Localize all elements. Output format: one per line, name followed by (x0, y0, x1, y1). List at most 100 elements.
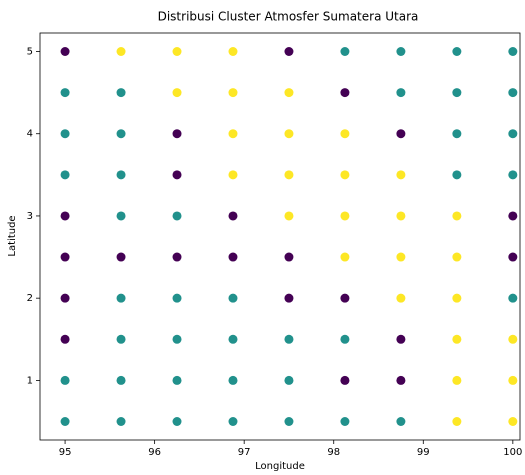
point (508, 252, 518, 262)
point (228, 129, 238, 139)
point (508, 129, 518, 139)
point (340, 375, 350, 385)
point (228, 211, 238, 221)
y-tick-label: 4 (27, 129, 33, 140)
point (508, 375, 518, 385)
point (396, 88, 406, 98)
point (396, 170, 406, 180)
point (284, 293, 294, 303)
point (172, 170, 182, 180)
point (340, 170, 350, 180)
point (340, 88, 350, 98)
point (172, 417, 182, 426)
point (228, 417, 238, 426)
point (508, 47, 518, 56)
point (396, 252, 406, 262)
point (116, 293, 126, 303)
point (116, 252, 126, 262)
point (284, 417, 294, 426)
point (172, 88, 182, 98)
point (396, 211, 406, 221)
point (228, 170, 238, 180)
point (60, 417, 70, 426)
point (452, 252, 462, 262)
point (60, 170, 70, 180)
point (60, 129, 70, 139)
point (116, 88, 126, 98)
x-tick-label: 100 (503, 447, 522, 458)
point (116, 417, 126, 426)
point (284, 129, 294, 139)
x-tick-label: 99 (417, 447, 430, 458)
point (60, 293, 70, 303)
point (116, 47, 126, 56)
point (116, 129, 126, 139)
point (172, 334, 182, 344)
x-axis-label: Longitude (255, 461, 305, 472)
x-tick-label: 98 (327, 447, 340, 458)
point (228, 47, 238, 56)
point (284, 334, 294, 344)
point (340, 47, 350, 56)
point (508, 170, 518, 180)
point (60, 375, 70, 385)
point (340, 211, 350, 221)
point (284, 252, 294, 262)
point (508, 88, 518, 98)
point (452, 47, 462, 56)
point (116, 375, 126, 385)
point (340, 334, 350, 344)
point (60, 88, 70, 98)
y-tick-label: 5 (27, 47, 33, 58)
point (172, 375, 182, 385)
point (172, 129, 182, 139)
point (340, 129, 350, 139)
point (284, 88, 294, 98)
point (452, 211, 462, 221)
point (396, 334, 406, 344)
point (228, 375, 238, 385)
point (452, 170, 462, 180)
point (116, 211, 126, 221)
x-tick-label: 97 (238, 447, 251, 458)
point (508, 293, 518, 303)
y-axis-label: Latitude (7, 215, 18, 256)
point (452, 293, 462, 303)
point (284, 170, 294, 180)
point (340, 252, 350, 262)
point (396, 293, 406, 303)
plot-frame (39, 32, 521, 441)
point (340, 417, 350, 426)
point (508, 417, 518, 426)
point (284, 47, 294, 56)
point (284, 211, 294, 221)
point (452, 129, 462, 139)
point (508, 334, 518, 344)
point (228, 88, 238, 98)
point (60, 252, 70, 262)
y-tick-label: 3 (27, 211, 33, 222)
x-tick-label: 96 (148, 447, 161, 458)
y-tick-label: 2 (27, 293, 33, 304)
point (60, 211, 70, 221)
point (228, 293, 238, 303)
chart-title: Distribusi Cluster Atmosfer Sumatera Uta… (158, 10, 419, 24)
point (172, 47, 182, 56)
point (396, 47, 406, 56)
point (452, 334, 462, 344)
point (116, 334, 126, 344)
point (396, 129, 406, 139)
point (284, 375, 294, 385)
point (508, 211, 518, 221)
point (60, 334, 70, 344)
point (396, 417, 406, 426)
point (172, 293, 182, 303)
point (116, 170, 126, 180)
point (452, 417, 462, 426)
x-tick-label: 95 (59, 447, 72, 458)
y-tick-label: 1 (27, 375, 33, 386)
point (452, 375, 462, 385)
point (340, 293, 350, 303)
point (228, 334, 238, 344)
